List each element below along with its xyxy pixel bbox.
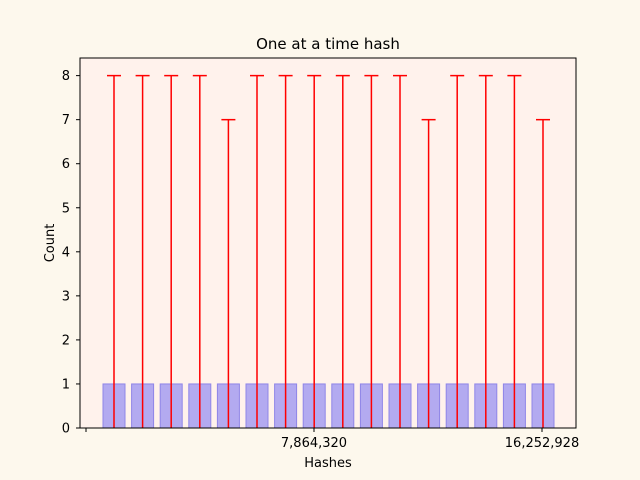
y-tick-label-4: 4 (62, 245, 70, 260)
x-tick-label-2: 7,864,320 (281, 436, 347, 451)
error-bars-group (107, 74, 550, 428)
y-tick-label-2: 2 (62, 333, 70, 348)
plot-area (80, 58, 576, 428)
y-axis-label: Count (43, 224, 58, 263)
chart-title: One at a time hash (256, 35, 400, 53)
plot-frame (79, 57, 577, 429)
y-tick-label-7: 7 (62, 113, 70, 128)
y-tick-label-3: 3 (62, 289, 70, 304)
y-tick-label-8: 8 (62, 69, 70, 84)
x-tick-label-3: 16,252,928 (505, 436, 579, 451)
y-tick-label-5: 5 (62, 201, 70, 216)
y-tick-label-6: 6 (62, 157, 70, 172)
y-axis: 0 1 2 3 4 5 6 7 8 (62, 69, 80, 437)
x-axis-label: Hashes (304, 456, 352, 471)
y-tick-label-0: 0 (62, 422, 70, 437)
x-axis: 7,864,320 16,252,928 (85, 428, 579, 451)
y-tick-label-1: 1 (62, 377, 70, 392)
